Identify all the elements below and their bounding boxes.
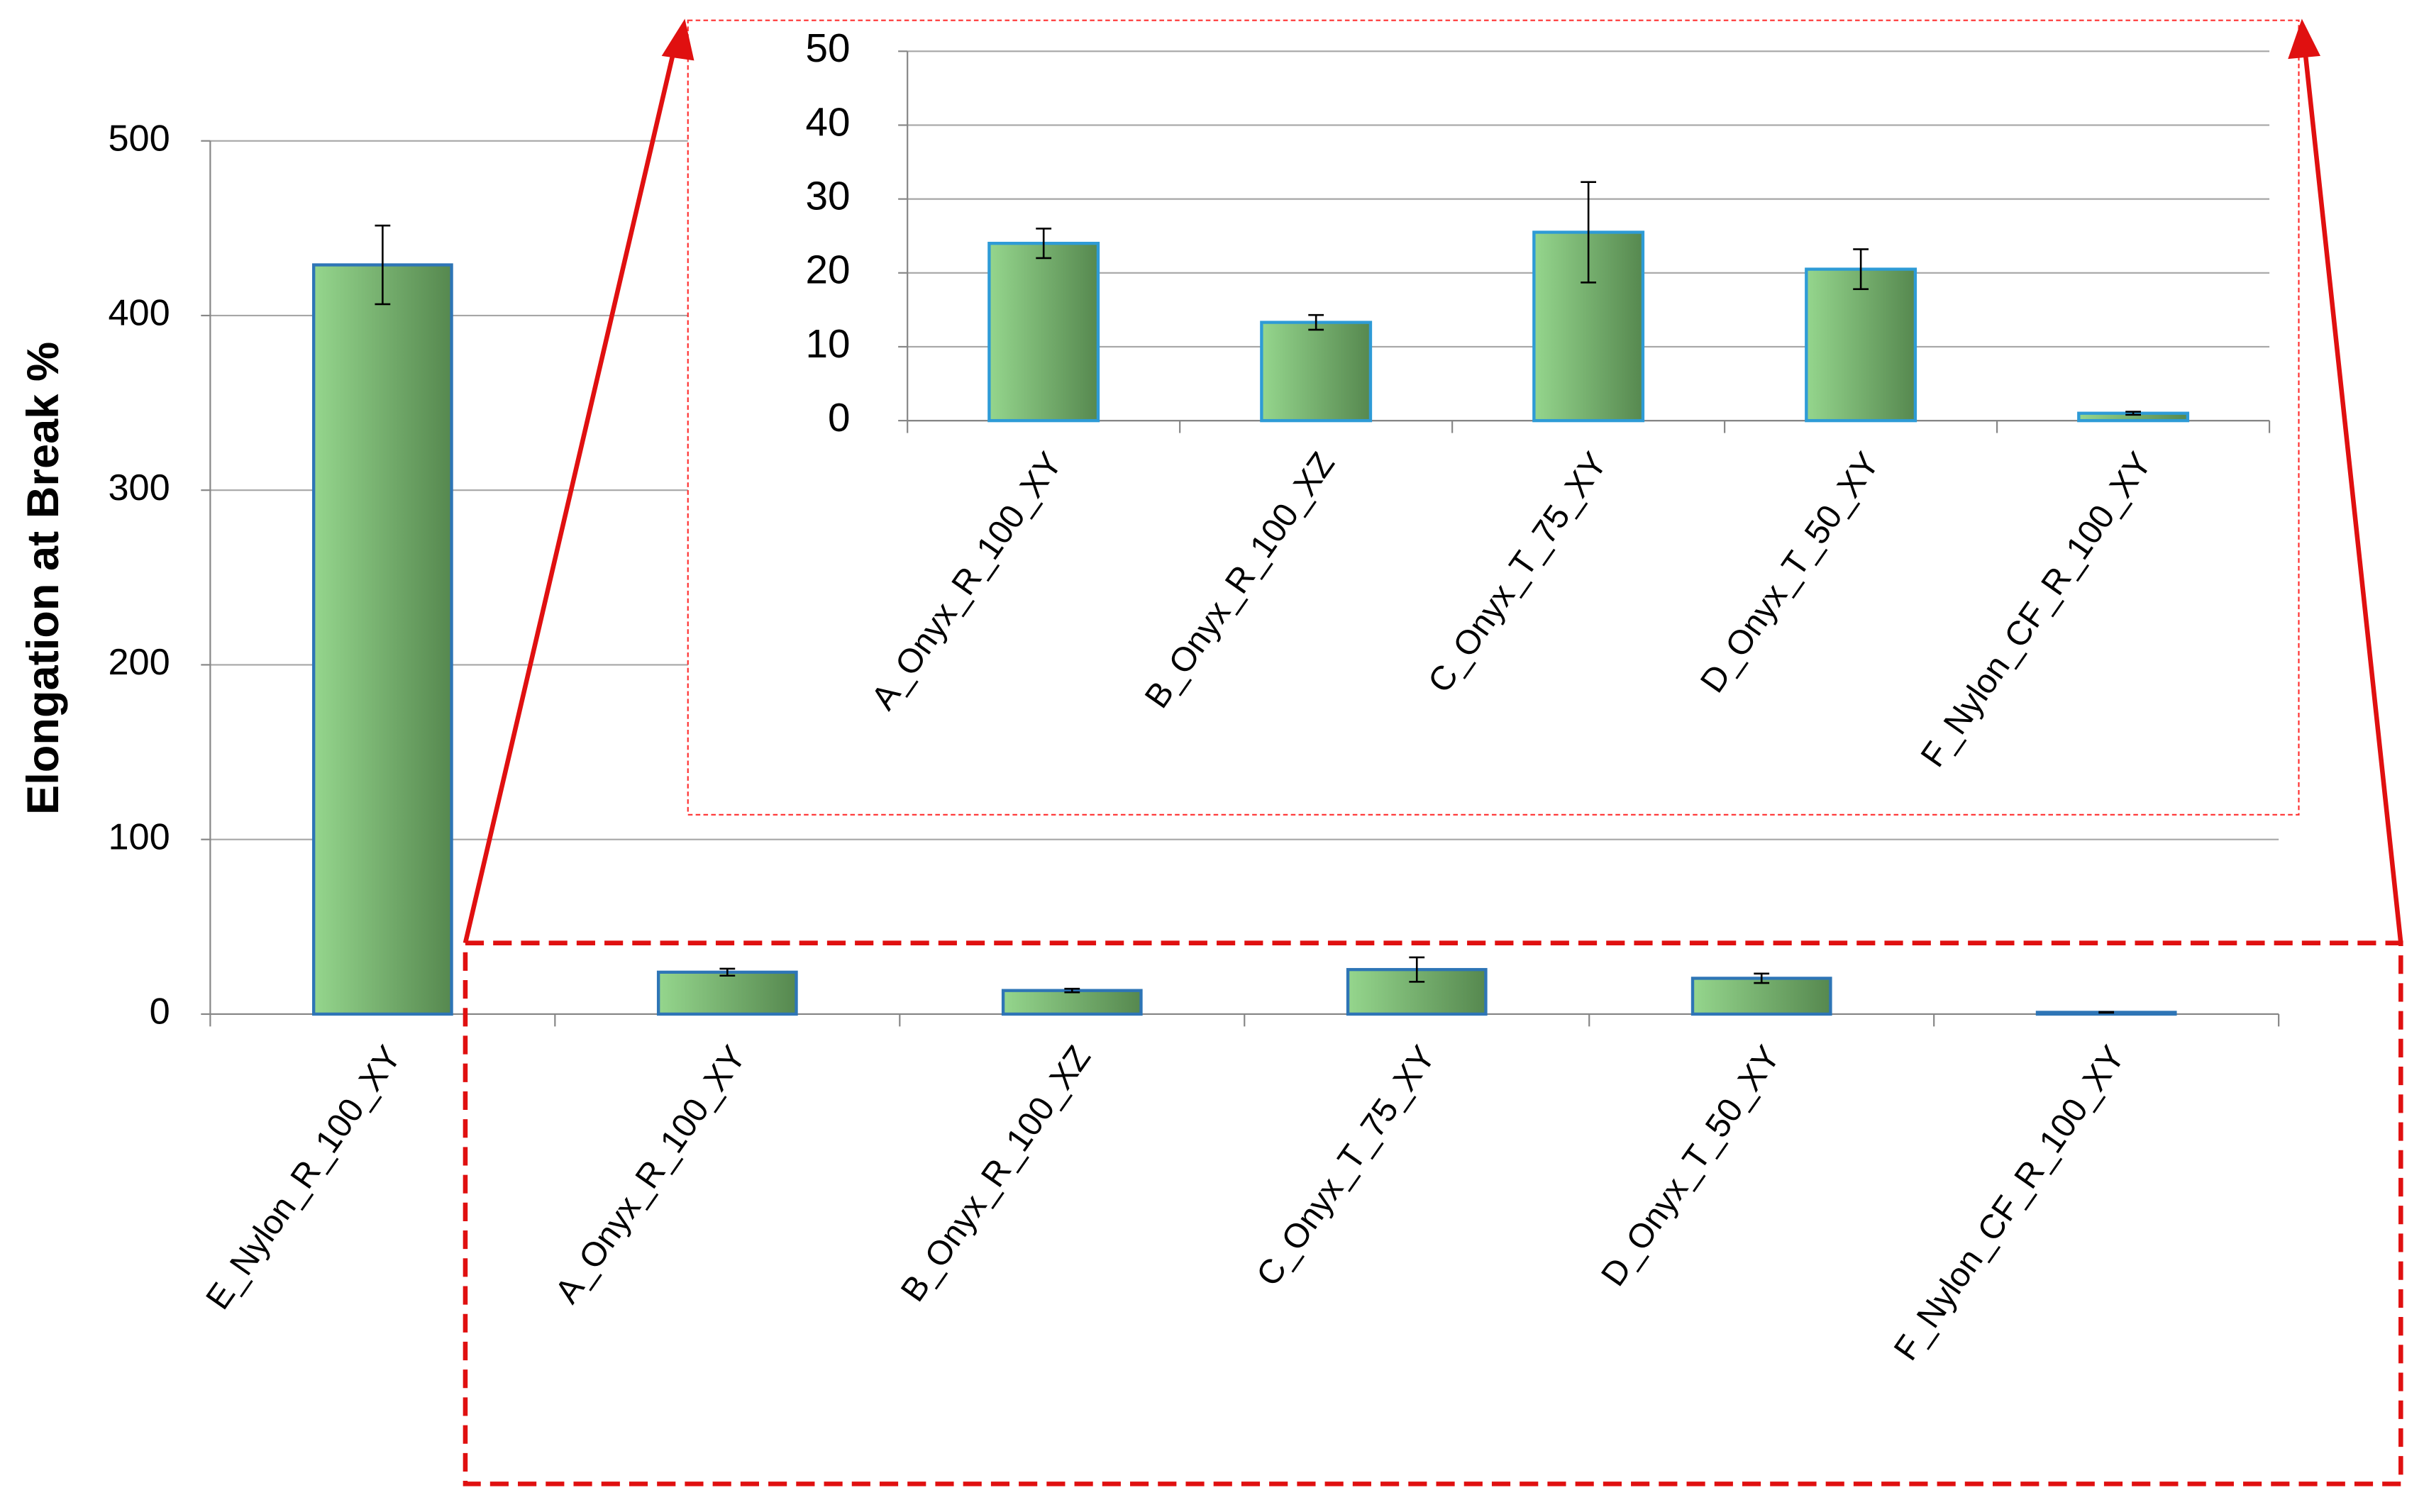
y-tick-label: 300 xyxy=(108,467,170,508)
error-bar xyxy=(1409,956,1425,983)
error-bar xyxy=(375,224,391,306)
y-tick-label: 20 xyxy=(806,248,851,293)
x-tick-label: B_Onyx_R_100_XZ xyxy=(894,1039,1098,1308)
bar xyxy=(987,241,1100,423)
bar xyxy=(656,970,798,1016)
error-bar xyxy=(1581,181,1597,284)
error-bar xyxy=(1064,987,1080,994)
error-bar xyxy=(2098,1011,2115,1014)
x-tick-label: A_Onyx_R_100_XY xyxy=(548,1039,754,1310)
error-bar xyxy=(2125,411,2141,416)
y-tick-label: 40 xyxy=(806,100,851,145)
bar xyxy=(1001,989,1143,1016)
y-tick-label: 30 xyxy=(806,174,851,219)
arrow-head xyxy=(2288,18,2320,60)
zoom-indicator xyxy=(463,18,2403,1486)
x-tick-label: D_Onyx_T_50_XY xyxy=(1594,1039,1788,1293)
arrow xyxy=(463,49,677,944)
y-axis-title: Elongation at Break % xyxy=(18,342,68,815)
y-tick-label: 0 xyxy=(150,991,170,1033)
y-tick-label: 0 xyxy=(828,396,851,440)
arrow xyxy=(2302,49,2403,944)
x-tick-label: F_Nylon_CF_R_100_XY xyxy=(1887,1039,2132,1367)
error-bar xyxy=(1853,248,1869,291)
y-tick-label: 10 xyxy=(806,322,851,367)
bar xyxy=(311,263,453,1016)
zoom-box xyxy=(463,940,2403,1486)
bar xyxy=(1260,321,1373,423)
y-tick-label: 100 xyxy=(108,816,170,857)
y-tick-label: 500 xyxy=(108,118,170,159)
arrow-head xyxy=(661,18,694,61)
error-bar xyxy=(1036,227,1052,260)
bar xyxy=(1805,267,1917,423)
y-tick-label: 400 xyxy=(108,293,170,334)
x-tick-label: E_Nylon_R_100_XY xyxy=(199,1039,409,1316)
y-tick-label: 50 xyxy=(806,26,851,71)
y-tick-label: 200 xyxy=(108,642,170,683)
error-bar xyxy=(1308,313,1324,331)
error-bar xyxy=(719,967,736,977)
x-tick-label: C_Onyx_T_75_XY xyxy=(1249,1039,1443,1293)
inset-frame xyxy=(687,19,2300,816)
error-bar xyxy=(1754,972,1770,984)
